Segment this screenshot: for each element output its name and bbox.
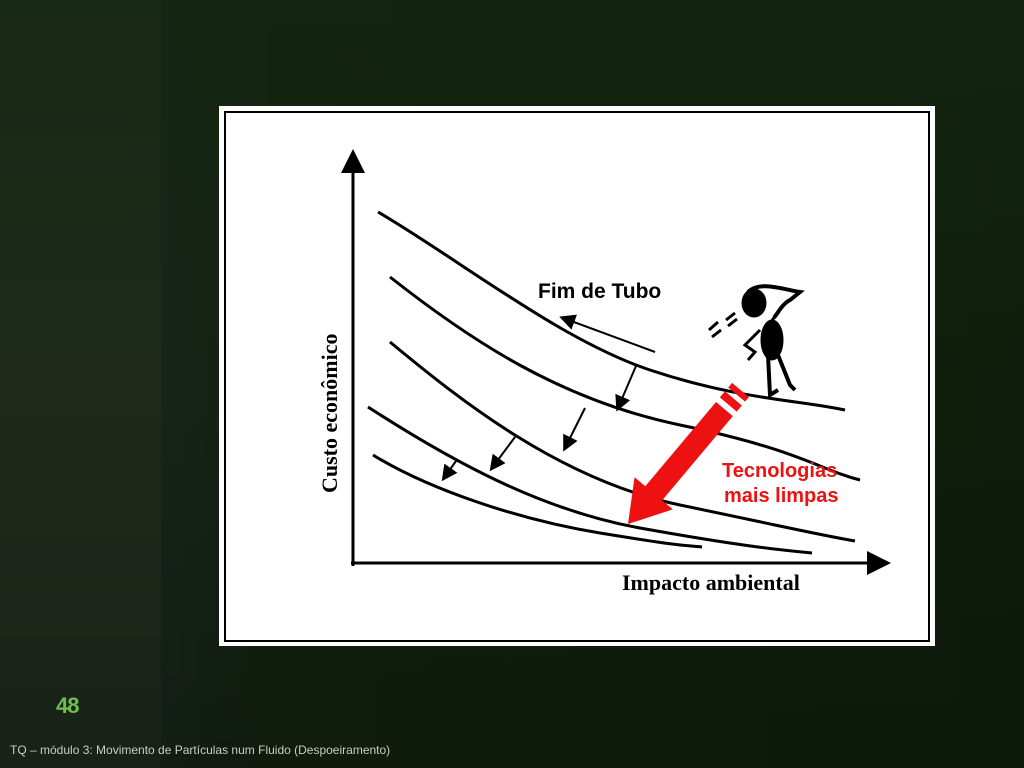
clean-tech-arrow bbox=[628, 382, 749, 524]
cost-curve-5 bbox=[372, 453, 703, 549]
x-axis-label: Impacto ambiental bbox=[622, 570, 800, 595]
shift-arrow-4 bbox=[441, 460, 458, 482]
cost-curve-4 bbox=[367, 405, 813, 555]
slide-footer: TQ – módulo 3: Movimento de Partículas n… bbox=[10, 743, 391, 757]
diagram-border bbox=[224, 111, 930, 642]
shift-arrow-3 bbox=[489, 436, 516, 472]
y-axis-label: Custo econômico bbox=[317, 334, 342, 493]
page-number: 48 bbox=[56, 693, 80, 718]
label-clean-tech-1: Tecnologias bbox=[722, 460, 837, 482]
end-of-pipe-arrow bbox=[559, 314, 656, 353]
label-clean-tech-2: mais limpas bbox=[724, 485, 839, 507]
shift-arrow-2 bbox=[563, 407, 586, 452]
cost-curve-2 bbox=[389, 275, 861, 482]
cost-curve-1 bbox=[377, 210, 846, 412]
label-end-of-pipe: Fim de Tubo bbox=[538, 280, 661, 303]
shift-arrow-1 bbox=[615, 365, 637, 412]
worried-person-icon bbox=[708, 284, 805, 399]
diagram-frame bbox=[219, 106, 935, 646]
